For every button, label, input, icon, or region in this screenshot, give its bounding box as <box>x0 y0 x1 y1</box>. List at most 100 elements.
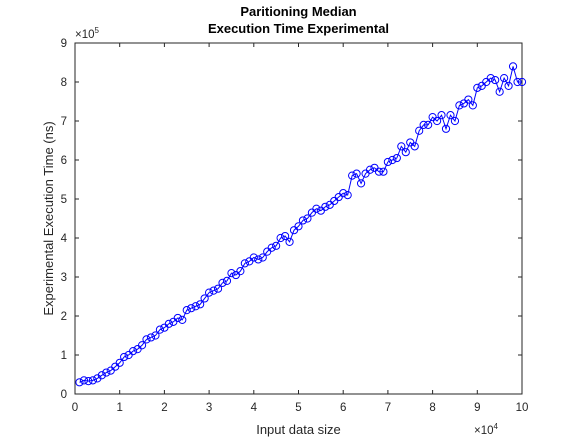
data-point <box>285 237 294 246</box>
data-point <box>356 179 366 188</box>
data-point <box>146 333 156 342</box>
data-point <box>348 171 357 180</box>
data-point <box>339 189 348 198</box>
x-tick-label: 5 <box>295 402 301 414</box>
data-point <box>155 325 165 334</box>
data-point <box>321 202 330 211</box>
x-tick-label: 0 <box>72 402 78 414</box>
data-point <box>419 120 428 130</box>
data-point <box>222 276 232 285</box>
data-point <box>500 74 509 83</box>
data-point <box>303 214 312 223</box>
y-tick-label: 8 <box>61 77 67 89</box>
x-multiplier-base: ×10 <box>474 425 494 437</box>
data-point <box>513 77 522 87</box>
data-point <box>227 269 236 278</box>
x-axis-label: Input data size <box>256 422 341 437</box>
data-point <box>200 294 209 303</box>
x-tick-label: 1 <box>116 402 122 414</box>
x-multiplier-exponent: 4 <box>494 422 499 431</box>
y-tick-label: 3 <box>61 272 67 284</box>
data-point <box>218 278 227 287</box>
y-tick-label: 2 <box>61 311 67 323</box>
data-point <box>437 111 446 120</box>
data-point <box>115 358 124 367</box>
series-line <box>79 66 522 383</box>
data-point <box>272 241 281 250</box>
y-tick-label: 9 <box>61 38 67 50</box>
data-point <box>392 153 401 163</box>
y-multiplier-base: ×10 <box>75 29 95 41</box>
x-tick-label: 10 <box>516 402 529 414</box>
data-point <box>182 306 191 315</box>
y-tick-label: 7 <box>61 116 67 128</box>
x-axis-multiplier: ×104 <box>474 422 499 437</box>
data-point <box>446 111 455 120</box>
data-point <box>504 81 513 91</box>
data-point <box>129 347 138 356</box>
data-point <box>276 233 285 243</box>
x-tick-label: 2 <box>161 402 167 414</box>
data-point <box>352 169 361 178</box>
data-point <box>383 157 392 167</box>
data-point <box>120 352 129 362</box>
data-point <box>410 142 419 151</box>
x-tick-label: 6 <box>340 402 346 414</box>
data-point <box>88 376 97 385</box>
y-tick-label: 6 <box>61 155 67 167</box>
x-tick-label: 4 <box>251 402 258 414</box>
x-tick-label: 9 <box>474 402 480 414</box>
data-point <box>374 167 384 176</box>
data-point <box>280 231 290 241</box>
data-point <box>196 300 205 309</box>
data-point <box>298 216 308 225</box>
data-point <box>97 371 106 380</box>
data-point <box>388 155 397 165</box>
data-point <box>249 253 258 262</box>
data-point <box>267 243 276 252</box>
data-point <box>209 286 218 295</box>
data-point <box>236 267 245 276</box>
data-point <box>491 75 500 85</box>
data-point <box>178 315 187 324</box>
data-point <box>464 95 473 104</box>
data-point <box>473 83 482 92</box>
data-point <box>450 116 460 126</box>
data-point <box>379 167 388 176</box>
y-tick-label: 4 <box>61 233 68 245</box>
y-tick-label: 5 <box>61 194 67 206</box>
data-point <box>191 302 200 311</box>
data-point <box>415 126 424 135</box>
data-point <box>213 284 223 293</box>
data-point <box>468 101 477 110</box>
data-point <box>343 191 352 200</box>
data-point <box>173 313 182 323</box>
x-tick-label: 8 <box>429 402 435 414</box>
data-point <box>75 378 84 387</box>
data-point <box>455 101 464 110</box>
data-point <box>258 253 267 262</box>
data-point <box>102 368 111 377</box>
data-point <box>424 120 433 130</box>
data-point <box>517 77 527 87</box>
data-point <box>432 116 442 126</box>
data-point <box>441 124 451 133</box>
data-point <box>397 142 406 151</box>
data-point <box>164 319 173 328</box>
data-point <box>151 331 160 340</box>
y-axis-label: Experimental Execution Time (ns) <box>41 121 56 315</box>
y-multiplier-exponent: 5 <box>95 26 100 35</box>
data-point <box>486 74 495 83</box>
data-point <box>508 62 518 71</box>
x-tick-label: 7 <box>385 402 391 414</box>
data-point <box>401 148 410 157</box>
data-point <box>240 259 249 268</box>
data-point <box>294 222 303 231</box>
data-point <box>142 335 151 344</box>
data-point <box>365 165 375 174</box>
data-point <box>187 304 196 313</box>
y-tick-label: 0 <box>61 389 67 401</box>
data-point <box>84 377 93 386</box>
